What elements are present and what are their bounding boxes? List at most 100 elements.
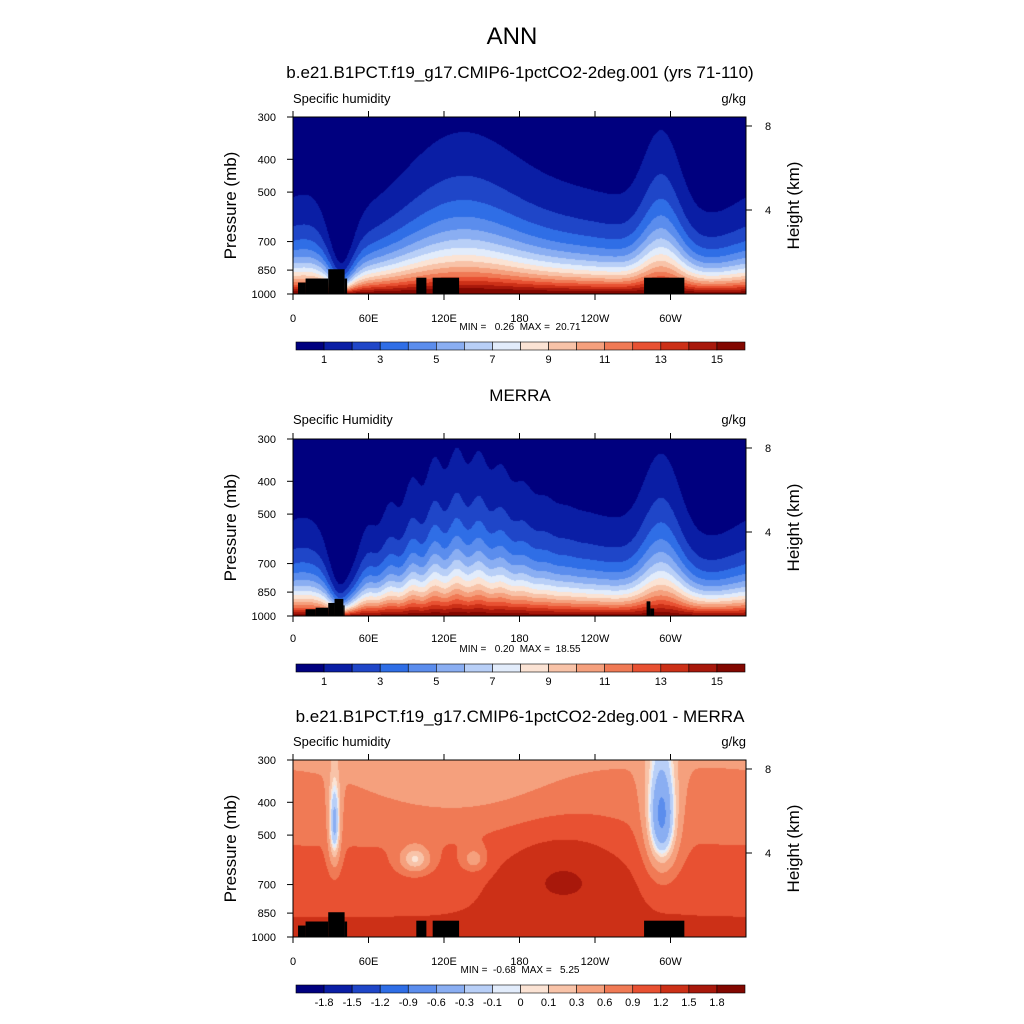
colorbar-label: 5 [433,354,439,366]
colorbar-swatch [604,341,634,351]
colorbar-swatch [351,663,381,673]
x-tick-label: 60W [659,956,682,968]
contour-field [293,760,746,937]
units-label: g/kg [721,412,746,427]
min-max-stats: MIN = -0.68 MAX = 5.25 [461,965,580,976]
min-max-stats: MIN = 0.26 MAX = 20.71 [459,322,581,333]
y-tick-label: 400 [258,154,276,166]
colorbar-swatch [436,341,465,351]
colorbar-swatch [660,663,690,673]
colorbar-label: -0.6 [427,997,446,1009]
units-label: g/kg [721,734,746,749]
colorbar-label: 1 [321,354,327,366]
field-label: Specific Humidity [293,412,393,427]
colorbar-label: 15 [711,676,723,688]
colorbar-swatch [632,341,662,351]
x-tick-label: 120E [431,633,457,645]
colorbar-swatch [407,984,437,994]
x-tick-label: 180 [510,313,528,325]
colorbar-swatch [660,984,690,994]
colorbar-swatch [688,984,718,994]
colorbar-swatch [716,984,746,994]
colorbar-swatch [295,341,325,351]
colorbar-label: -1.5 [343,997,362,1009]
y-axis-title: Pressure (mb) [221,152,240,260]
right-axis-title: Height (km) [784,805,803,893]
colorbar-swatch [464,341,493,351]
chart-panel-1: b.e21.B1PCT.f19_g17.CMIP6-1pctCO2-2deg.0… [221,63,803,366]
y-tick-label: 850 [258,265,276,277]
right-axis-title: Height (km) [784,484,803,572]
height-tick-label: 8 [765,764,771,776]
x-tick-label: 60E [359,633,379,645]
land-mask [305,921,329,937]
land-mask [646,601,651,616]
x-tick-label: 0 [290,313,296,325]
colorbar-label: 1 [321,676,327,688]
panel-title: MERRA [489,386,551,405]
colorbar-swatch [688,341,718,351]
colorbar-swatch [632,663,662,673]
colorbar-label: 15 [711,354,723,366]
height-tick-label: 4 [765,205,771,217]
colorbar-label: 7 [489,354,495,366]
colorbar-swatch [379,984,409,994]
colorbar-label: 0.1 [541,997,556,1009]
colorbar-swatch [520,341,549,351]
x-tick-label: 60W [659,633,682,645]
panel-title: b.e21.B1PCT.f19_g17.CMIP6-1pctCO2-2deg.0… [296,707,746,726]
land-mask [650,608,655,616]
y-tick-label: 700 [258,237,276,249]
colorbar-label: 3 [377,354,383,366]
x-tick-label: 60E [359,313,379,325]
land-mask [432,277,460,294]
colorbar-label: -0.9 [399,997,418,1009]
x-tick-label: 120W [581,313,610,325]
land-mask [432,920,460,937]
x-tick-label: 0 [290,956,296,968]
land-mask [305,609,316,616]
land-mask [328,602,335,616]
y-tick-label: 500 [258,509,276,521]
land-mask [315,607,329,616]
colorbar-swatch [604,663,634,673]
x-tick-label: 120E [431,956,457,968]
colorbar-swatch [604,984,634,994]
y-tick-label: 700 [258,880,276,892]
land-mask [644,277,685,294]
colorbar-swatch [660,341,690,351]
colorbar-label: 5 [433,676,439,688]
colorbar-swatch [464,663,493,673]
contour-field [293,439,746,616]
panels: b.e21.B1PCT.f19_g17.CMIP6-1pctCO2-2deg.0… [221,63,803,1009]
min-max-stats: MIN = 0.20 MAX = 18.55 [459,644,581,655]
colorbar-swatch [323,984,353,994]
x-tick-label: 180 [510,633,528,645]
colorbar-label: 11 [599,354,610,366]
colorbar-swatch [632,984,662,994]
colorbar-label: 9 [546,354,552,366]
chart-panel-3: b.e21.B1PCT.f19_g17.CMIP6-1pctCO2-2deg.0… [221,707,803,1009]
colorbar-swatch [716,663,746,673]
field-label: Specific humidity [293,91,391,106]
colorbar-swatch [351,341,381,351]
colorbar-swatch [323,663,353,673]
colorbar-swatch [464,984,493,994]
x-tick-label: 180 [510,956,528,968]
land-mask [343,605,345,616]
land-mask [328,912,345,937]
colorbar-label: 7 [489,676,495,688]
colorbar-swatch [548,984,577,994]
y-tick-label: 700 [258,559,276,571]
land-mask [298,925,306,937]
x-tick-label: 120E [431,313,457,325]
colorbar-label: 0.3 [569,997,584,1009]
x-tick-label: 0 [290,633,296,645]
chart-panel-2: MERRA Specific Humidity g/kg 0 60E 120E 180 120… [221,386,803,688]
y-tick-label: 400 [258,476,276,488]
x-tick-label: 60E [359,956,379,968]
colorbar-label: 3 [377,676,383,688]
colorbar-label: 1.8 [709,997,724,1009]
height-tick-label: 8 [765,443,771,455]
land-mask [416,920,427,937]
